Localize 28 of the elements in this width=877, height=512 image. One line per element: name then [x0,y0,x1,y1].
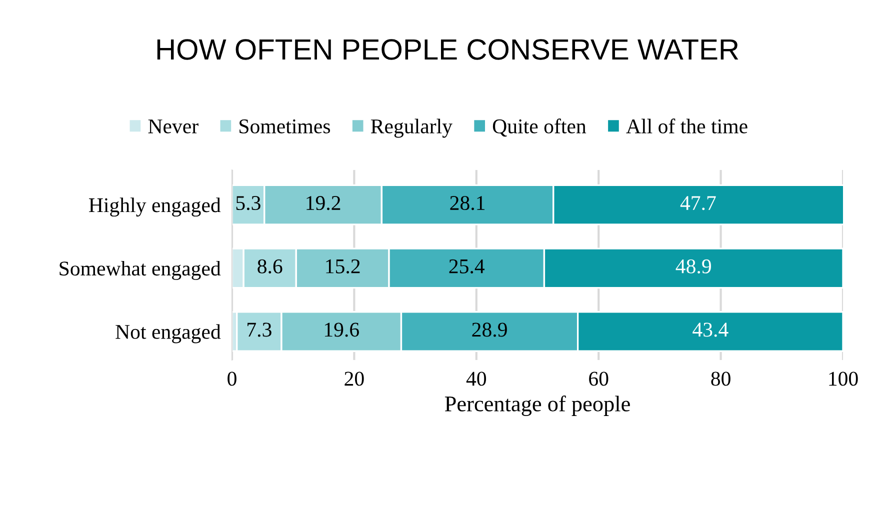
y-tick-label: Not engaged [116,324,221,344]
legend-label: All of the time [626,118,748,134]
x-tick-label: 100 [829,372,858,386]
y-tick-label: Highly engaged [89,198,221,217]
data-label: 28.1 [450,196,485,210]
data-label: 48.9 [676,259,711,274]
x-axis-title: Percentage of people [444,396,630,416]
legend-label: Regularly [370,118,452,138]
legend-label: Sometimes [240,119,330,134]
chart-title: HOW OFTEN PEOPLE CONSERVE WATER [157,39,738,60]
data-label: 5.3 [236,196,260,210]
data-label: 43.4 [692,322,728,337]
data-label: 47.7 [680,196,716,210]
y-tick-label: Somewhat engaged [60,260,221,280]
data-label: 15.2 [326,259,360,274]
x-tick-label: 40 [466,372,486,386]
x-tick-label: 60 [589,372,608,386]
data-label: 8.6 [258,259,282,274]
data-label: 7.3 [248,322,272,337]
data-label: 28.9 [472,322,507,337]
x-tick-label: 0 [228,372,236,386]
x-tick-label: 80 [711,372,730,386]
legend-label: Never [148,120,198,134]
data-label: 19.2 [306,196,340,210]
x-tick-label: 20 [344,372,364,386]
legend-label: Quite often [492,118,586,137]
data-label: 19.6 [324,322,359,337]
data-label: 25.4 [449,259,485,274]
